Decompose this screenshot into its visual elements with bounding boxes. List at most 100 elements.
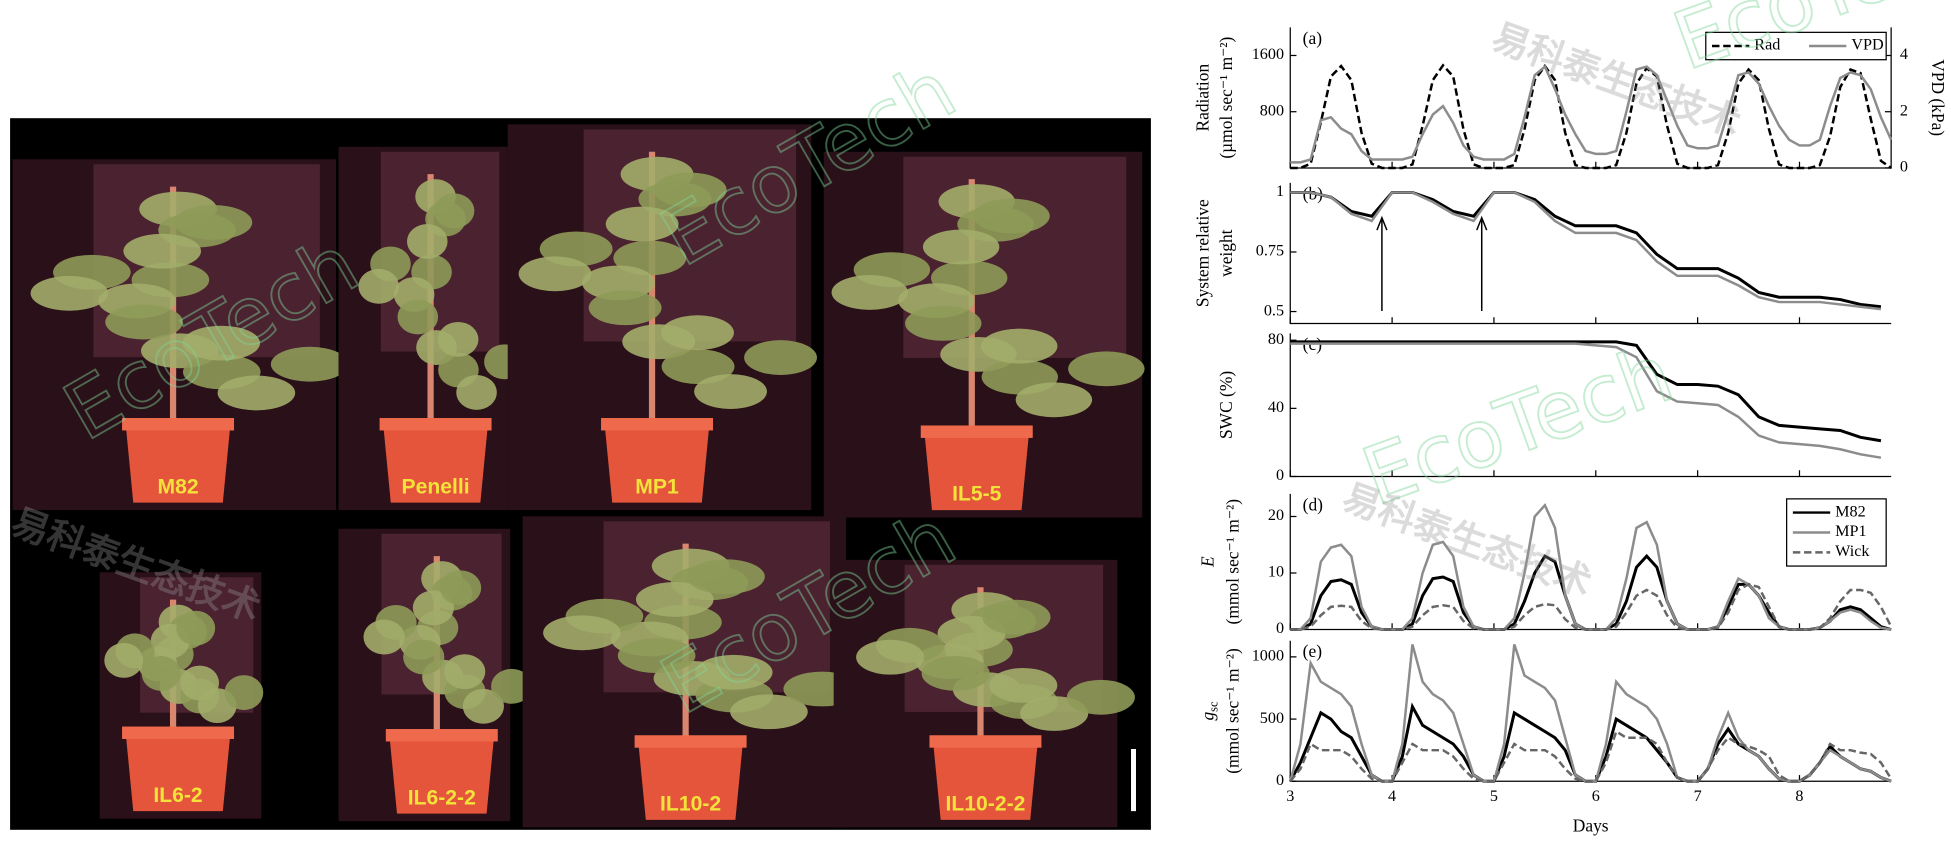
series-line [1290,63,1892,170]
foliage [588,290,662,326]
foliage [856,639,925,675]
foliage [437,321,479,357]
pot [604,425,710,503]
foliage [433,193,475,229]
pot-rim [634,735,747,748]
x-tick-label: 8 [1795,788,1803,805]
y-tick-label: 0 [1276,620,1284,637]
foliage [358,268,400,304]
arrow [1376,215,1388,312]
y-axis-label: (µmol sec⁻¹ m⁻²) [1216,36,1236,158]
legend-label: MP1 [1835,523,1866,540]
foliage [518,256,592,292]
photo-label: IL6-2 [153,784,202,807]
foliage [744,340,817,375]
y2-axis-label: VPD (kPa) [1928,59,1948,136]
foliage [123,233,202,269]
y-tick-label: 40 [1268,399,1284,416]
pot [125,734,231,812]
y-tick-label: 1600 [1252,46,1284,63]
pot-rim [122,418,235,431]
photo-label: IL10-2-2 [946,792,1026,815]
foliage [1066,679,1135,715]
y-tick-label: 0.75 [1256,243,1284,260]
foliage [921,656,990,691]
foliage [922,229,1000,265]
x-tick-label: 3 [1286,788,1294,805]
y-axis-label: (mmol sec⁻¹ m⁻²) [1222,648,1242,774]
y-axis-label: System relative [1192,199,1212,307]
foliage [605,206,679,242]
photo-label: IL10-2 [660,792,721,815]
y-tick-label: 20 [1268,507,1284,524]
pot-rim [920,425,1033,438]
axis-line [1289,640,1892,782]
foliage [981,328,1058,364]
y-axis-label: Radiation [1192,64,1212,132]
series-line [1289,644,1892,783]
foliage [403,639,445,675]
foliage [182,325,261,361]
pot-rim [929,735,1042,748]
legend-label: VPD [1851,37,1884,54]
y-axis-label: weight [1216,229,1236,277]
x-tick-label: 7 [1694,788,1702,805]
pot-rim [601,418,713,431]
photo-label: M82 [157,475,198,498]
watermark-text: 易科泰生态技术 [1337,475,1597,606]
foliage [1068,351,1145,387]
foliage [989,667,1058,703]
x-tick-label: 6 [1592,788,1600,805]
foliage [412,590,454,626]
y2-tick-label: 2 [1900,102,1908,119]
panel-label: (a) [1303,28,1323,48]
foliage [617,638,696,674]
foliage [543,615,621,651]
pot [933,742,1038,820]
legend-label: Rad [1754,37,1780,54]
series-line [1290,191,1882,311]
foliage [270,346,349,382]
legend-label: Wick [1835,543,1870,560]
y-tick-label: 10 [1268,564,1284,581]
axis-line [1289,27,1892,169]
y-tick-label: 800 [1260,102,1284,119]
pot [638,742,743,820]
pot-rim [122,726,235,739]
foliage [174,204,253,240]
foliage [444,654,486,690]
foliage [687,559,765,595]
foliage [661,315,734,351]
pot [125,425,231,503]
foliage [661,349,735,385]
y-tick-label: 500 [1260,710,1284,727]
y-tick-label: 1000 [1252,648,1284,665]
y2-tick-label: 4 [1900,46,1908,63]
foliage [176,610,216,646]
series-line [1288,702,1892,783]
y-tick-label: 0 [1276,467,1284,484]
pot [383,425,488,503]
foliage [406,224,448,259]
foliage [397,299,439,335]
foliage [105,304,183,340]
y-axis-label: E [1197,556,1217,568]
series-line [1289,729,1893,783]
foliage [30,275,109,311]
foliage [831,274,908,310]
y-tick-label: 0 [1276,772,1284,789]
series-line [1290,340,1882,443]
y-axis-label-sub: sc [1206,701,1220,712]
photo-label: MP1 [635,475,679,498]
foliage [217,375,296,411]
foliage [180,665,220,701]
watermark-logo: EcoTech [1662,0,1951,88]
panel-label: (e) [1303,641,1323,661]
foliage [224,675,264,710]
foliage [694,654,773,690]
foliage [363,619,405,655]
foliage [730,694,808,730]
